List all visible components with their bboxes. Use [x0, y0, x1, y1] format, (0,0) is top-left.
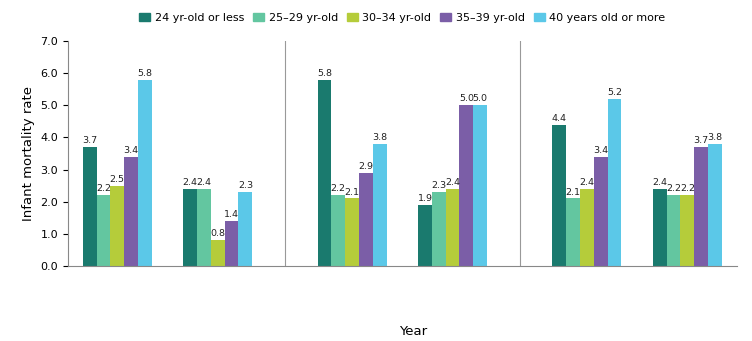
Text: 5.2: 5.2 [607, 88, 622, 97]
Text: 2.2: 2.2 [666, 184, 681, 193]
Text: 3.4: 3.4 [123, 146, 138, 155]
Text: 2.2: 2.2 [680, 184, 695, 193]
Bar [666, 195, 681, 266]
Text: 2.9: 2.9 [359, 162, 374, 171]
Text: 2.4: 2.4 [196, 178, 211, 187]
Bar [418, 205, 432, 266]
Text: 1.4: 1.4 [224, 210, 239, 219]
Text: Year: Year [399, 325, 428, 338]
Bar [225, 221, 238, 266]
Text: 5.8: 5.8 [317, 69, 332, 77]
Text: 3.7: 3.7 [82, 136, 97, 145]
Text: 2.4: 2.4 [652, 178, 667, 187]
Bar [459, 105, 473, 266]
Text: 2.1: 2.1 [566, 188, 581, 196]
Text: 5.0: 5.0 [473, 94, 488, 103]
Text: 2.4: 2.4 [579, 178, 594, 187]
Bar [345, 198, 359, 266]
Bar [373, 144, 387, 266]
Text: 1.9: 1.9 [417, 194, 432, 203]
Bar [211, 240, 225, 266]
Bar [332, 195, 345, 266]
Bar [608, 99, 621, 266]
Bar [653, 189, 666, 266]
Text: 5.0: 5.0 [459, 94, 474, 103]
Bar [96, 195, 111, 266]
Bar [446, 189, 459, 266]
Bar [124, 157, 138, 266]
Text: 3.8: 3.8 [372, 133, 387, 142]
Text: 2.1: 2.1 [344, 188, 359, 196]
Text: 2.4: 2.4 [183, 178, 198, 187]
Text: 2.3: 2.3 [238, 181, 253, 190]
Bar [566, 198, 580, 266]
Bar [138, 79, 152, 266]
Text: 2.2: 2.2 [331, 184, 346, 193]
Text: 2.5: 2.5 [110, 175, 125, 184]
Text: 3.8: 3.8 [708, 133, 723, 142]
Legend: 24 yr-old or less, 25–29 yr-old, 30–34 yr-old, 35–39 yr-old, 40 years old or mor: 24 yr-old or less, 25–29 yr-old, 30–34 y… [135, 8, 670, 27]
Bar [432, 192, 446, 266]
Y-axis label: Infant mortality rate: Infant mortality rate [22, 86, 35, 221]
Bar [694, 147, 708, 266]
Text: 3.4: 3.4 [593, 146, 608, 155]
Bar [708, 144, 722, 266]
Text: 0.8: 0.8 [211, 229, 226, 238]
Text: 2.4: 2.4 [445, 178, 460, 187]
Text: 3.7: 3.7 [693, 136, 708, 145]
Text: 2.3: 2.3 [431, 181, 446, 190]
Bar [83, 147, 96, 266]
Text: 2.2: 2.2 [96, 184, 111, 193]
Bar [473, 105, 487, 266]
Bar [553, 124, 566, 266]
Bar [197, 189, 211, 266]
Bar [681, 195, 694, 266]
Bar [111, 186, 124, 266]
Bar [594, 157, 608, 266]
Text: 5.8: 5.8 [138, 69, 153, 77]
Bar [238, 192, 252, 266]
Bar [359, 173, 373, 266]
Bar [580, 189, 594, 266]
Bar [317, 79, 332, 266]
Bar [183, 189, 197, 266]
Text: 4.4: 4.4 [552, 114, 567, 122]
